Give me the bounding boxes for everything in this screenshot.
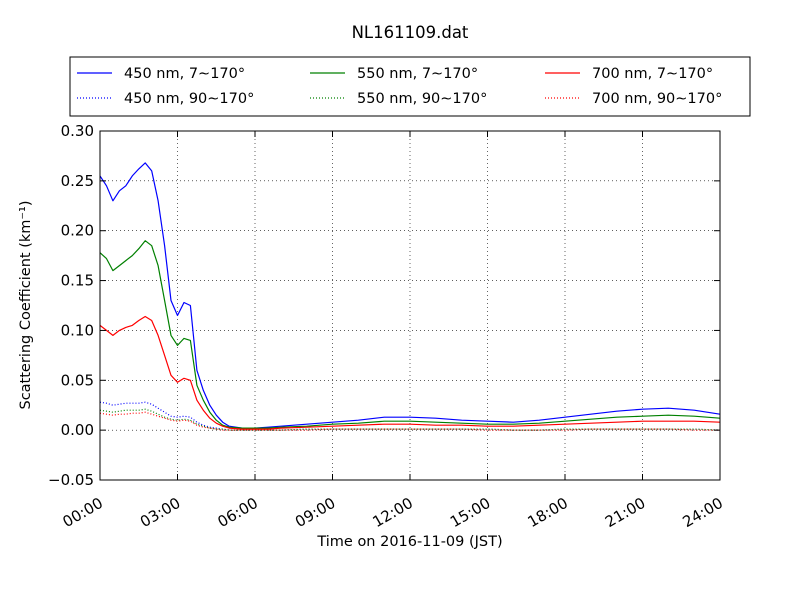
grid-lines [100, 131, 720, 480]
y-tick-label: 0.05 [61, 371, 94, 389]
y-axis-label: Scattering Coefficient (km⁻¹) [18, 201, 34, 410]
series-line [99, 401, 721, 431]
x-tick-label: 18:00 [525, 494, 571, 531]
x-tick-label: 09:00 [292, 494, 338, 531]
y-tick-label: 0.00 [61, 421, 94, 439]
x-tick-label: 15:00 [447, 494, 493, 531]
y-tick-label: 0.10 [61, 321, 94, 339]
legend-entry: 450 nm, 90∼170° [124, 91, 254, 107]
legend-entry: 700 nm, 90∼170° [592, 91, 722, 107]
legend-frame [69, 56, 751, 117]
legend-entry: 550 nm, 90∼170° [357, 91, 487, 107]
y-tick-label: 0.15 [61, 272, 94, 290]
x-tick-label: 24:00 [680, 494, 726, 531]
x-tick-label: 00:00 [60, 494, 106, 531]
chart-title: NL161109.dat [352, 23, 469, 42]
series-layer [99, 162, 721, 431]
series-line [99, 315, 721, 430]
y-tick-label: 0.25 [61, 172, 94, 190]
x-tick-label: 12:00 [370, 494, 416, 531]
x-tick-label: 06:00 [215, 494, 261, 531]
x-tick-label: 03:00 [137, 494, 183, 531]
series-line [99, 240, 721, 429]
legend-entry: 550 nm, 7∼170° [357, 66, 478, 82]
y-tick-label: 0.30 [61, 122, 94, 140]
y-tick-label: −0.05 [48, 471, 94, 489]
legend: 450 nm, 7∼170° 450 nm, 90∼170° 550 nm, 7∼1… [69, 56, 751, 117]
y-tick-label: 0.20 [61, 222, 94, 240]
legend-entry: 450 nm, 7∼170° [124, 66, 245, 82]
series-line [99, 411, 720, 431]
legend-entry: 700 nm, 7∼170° [592, 66, 713, 82]
x-axis-label: Time on 2016-11-09 (JST) [316, 534, 502, 550]
x-tick-label: 21:00 [602, 494, 648, 531]
axis-ticks: 00:00 03:00 06:00 09:00 12:00 15:00 18:00 21:00… [48, 122, 726, 531]
